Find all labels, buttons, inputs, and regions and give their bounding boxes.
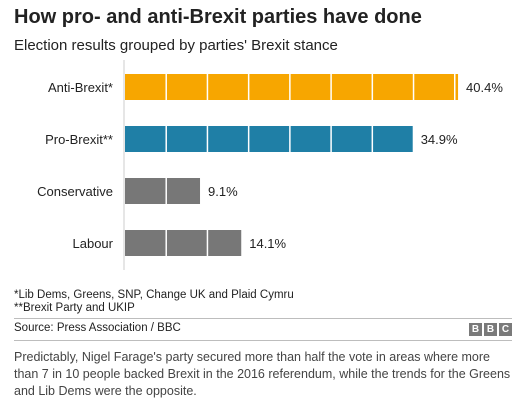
bbc-logo-letter: C: [499, 323, 512, 336]
bbc-logo-letter: B: [484, 323, 497, 336]
bbc-logo-letter: B: [469, 323, 482, 336]
value-label: 14.1%: [249, 236, 286, 251]
bar-chart: Anti-Brexit* 40.4% Pro-Brexit** 34.9% Conser…: [37, 60, 503, 270]
value-label: 34.9%: [421, 132, 458, 147]
category-label: Labour: [73, 236, 114, 251]
bar: [125, 74, 459, 100]
value-label: 40.4%: [466, 80, 503, 95]
footnote-anti-brexit: *Lib Dems, Greens, SNP, Change UK and Pl…: [14, 289, 294, 301]
chart-title: How pro- and anti-Brexit parties have do…: [14, 6, 422, 28]
category-label: Anti-Brexit*: [48, 80, 113, 95]
source-credit: Source: Press Association / BBC: [14, 322, 181, 334]
category-label: Pro-Brexit**: [45, 132, 113, 147]
bar: [125, 126, 413, 152]
bar: [125, 230, 242, 256]
chart-subtitle: Election results grouped by parties' Bre…: [14, 37, 338, 54]
category-label: Conservative: [37, 184, 113, 199]
value-label: 9.1%: [208, 184, 238, 199]
bar: [125, 178, 201, 204]
article-caption: Predictably, Nigel Farage's party secure…: [14, 350, 511, 398]
divider: [14, 318, 512, 319]
divider: [14, 340, 512, 341]
footnote-pro-brexit: **Brexit Party and UKIP: [14, 302, 135, 314]
bbc-logo: B B C: [469, 323, 512, 336]
